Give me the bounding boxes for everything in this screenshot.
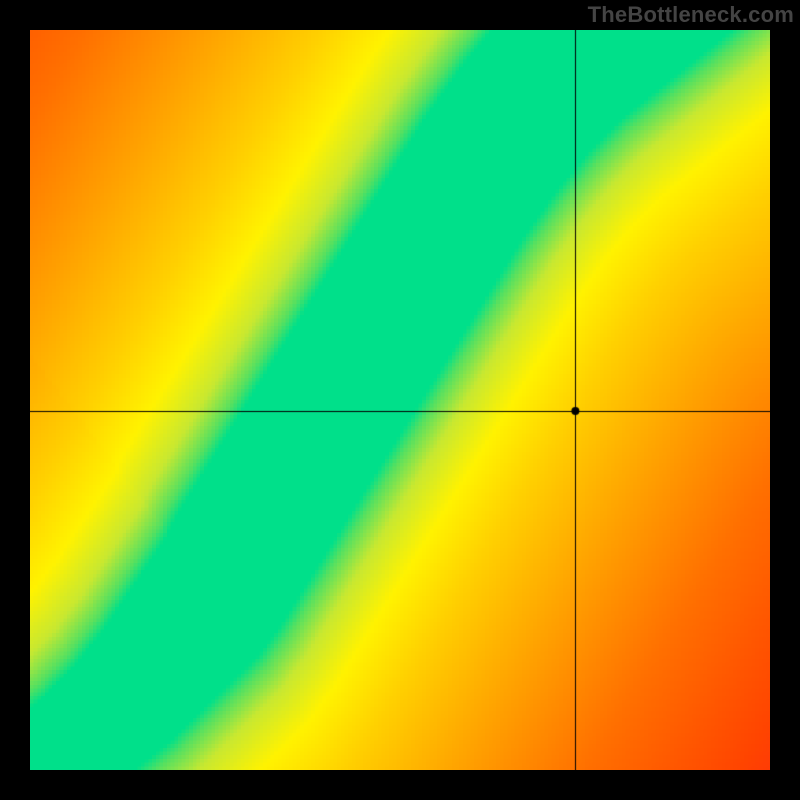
watermark-text: TheBottleneck.com <box>588 0 800 28</box>
bottleneck-heatmap <box>30 30 770 770</box>
chart-container: TheBottleneck.com <box>0 0 800 800</box>
